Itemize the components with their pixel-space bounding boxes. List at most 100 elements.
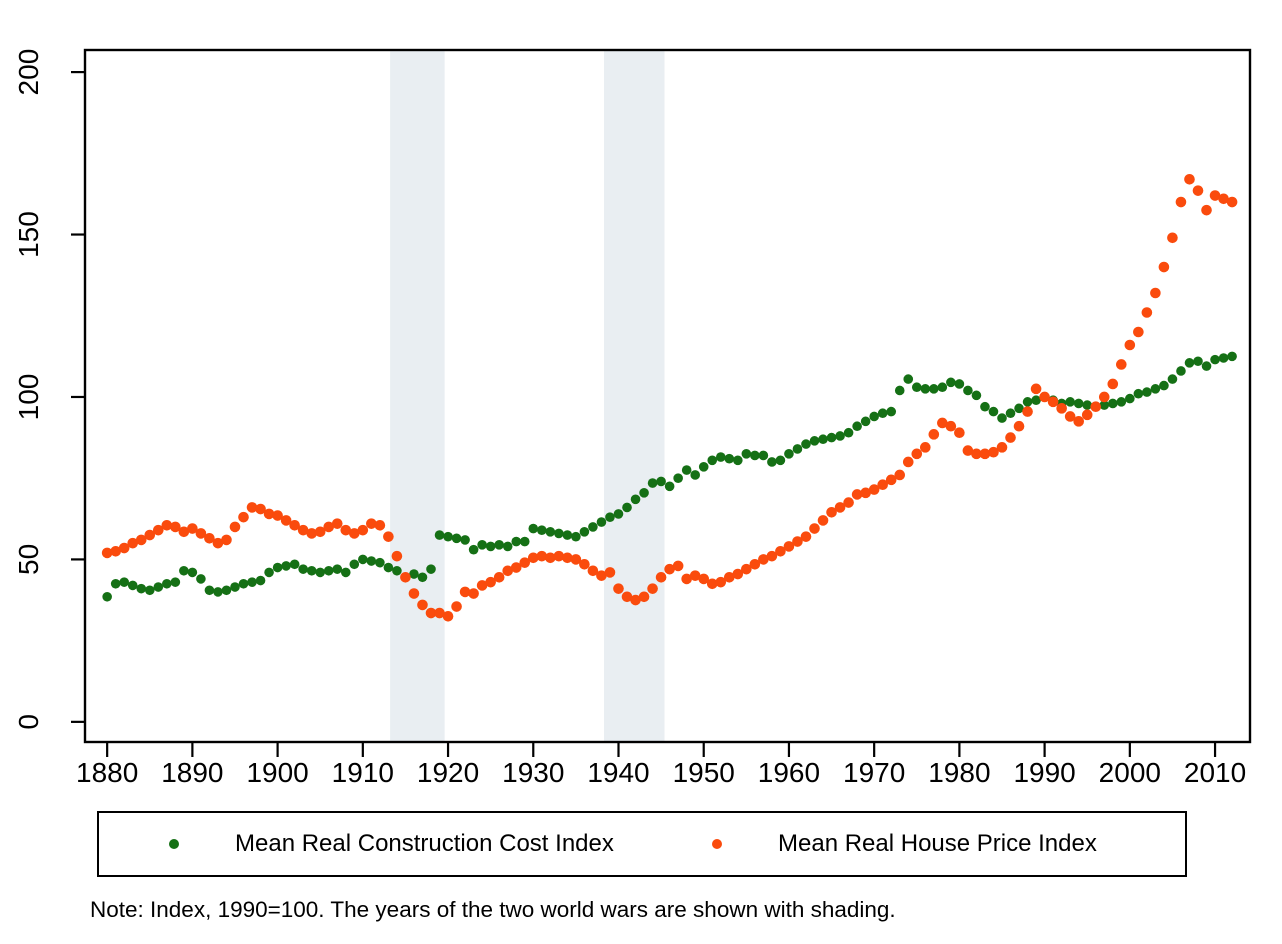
- x-tick-label: 1980: [928, 757, 990, 788]
- data-point: [332, 564, 343, 574]
- data-point: [1159, 380, 1169, 391]
- y-tick-label: 50: [13, 544, 44, 575]
- data-point: [255, 575, 266, 586]
- data-point: [1150, 384, 1161, 394]
- data-point: [733, 455, 743, 466]
- data-point: [886, 406, 897, 417]
- data-point: [1175, 196, 1187, 208]
- data-point: [723, 571, 735, 583]
- data-point: [119, 577, 130, 587]
- data-point: [1081, 409, 1093, 421]
- data-point: [655, 571, 667, 583]
- data-point: [1056, 403, 1067, 414]
- data-point: [1141, 307, 1153, 318]
- x-tick-label: 1880: [76, 757, 138, 788]
- data-point: [187, 523, 198, 534]
- data-point: [247, 577, 257, 587]
- x-tick-label: 1950: [673, 757, 735, 788]
- data-point: [1116, 397, 1127, 407]
- data-point: [835, 431, 845, 441]
- data-point: [331, 518, 343, 529]
- data-point: [732, 568, 744, 580]
- data-point: [860, 487, 871, 499]
- data-point: [238, 578, 249, 589]
- data-point: [1218, 353, 1229, 363]
- x-tick-label: 1990: [1013, 757, 1075, 788]
- data-point: [434, 607, 445, 619]
- data-point: [1124, 339, 1136, 351]
- data-point: [1047, 396, 1059, 408]
- data-point: [162, 578, 172, 589]
- data-point: [315, 567, 326, 578]
- data-point: [919, 442, 931, 453]
- data-point: [127, 580, 138, 591]
- data-point: [383, 531, 394, 542]
- data-point: [102, 591, 112, 602]
- data-point: [1218, 193, 1229, 205]
- data-point: [153, 582, 164, 592]
- data-point: [451, 533, 462, 544]
- data-point: [1090, 401, 1102, 413]
- y-tick-label: 150: [13, 211, 44, 258]
- data-point: [554, 528, 564, 539]
- data-point: [1227, 351, 1237, 362]
- data-point: [860, 416, 871, 427]
- data-point: [681, 573, 692, 585]
- data-point: [801, 439, 811, 449]
- data-point: [698, 573, 710, 585]
- data-point: [843, 427, 854, 438]
- data-point: [954, 379, 965, 389]
- data-point: [442, 610, 454, 622]
- data-point: [707, 455, 718, 466]
- data-point: [877, 479, 888, 490]
- x-tick-label: 1910: [332, 757, 394, 788]
- data-point: [536, 525, 547, 535]
- data-point: [1099, 400, 1110, 410]
- legend-box: Mean Real Construction Cost Index Mean R…: [97, 811, 1187, 877]
- data-point: [690, 470, 700, 480]
- data-point: [519, 536, 530, 547]
- data-point: [110, 578, 121, 589]
- data-point: [1107, 398, 1118, 409]
- data-point: [852, 421, 862, 432]
- data-point: [340, 567, 351, 578]
- data-point: [945, 420, 957, 432]
- data-point: [230, 582, 240, 592]
- data-point: [749, 558, 761, 570]
- data-point: [783, 541, 795, 552]
- data-point: [963, 385, 973, 396]
- data-point: [996, 442, 1008, 453]
- data-point: [613, 509, 624, 519]
- data-point: [357, 524, 369, 536]
- data-point: [596, 570, 607, 581]
- data-point: [988, 406, 999, 417]
- data-point: [195, 528, 207, 539]
- data-point: [562, 530, 573, 540]
- data-point: [656, 476, 666, 487]
- data-point: [1022, 397, 1033, 407]
- data-point: [409, 569, 419, 579]
- data-point: [928, 429, 940, 440]
- data-point: [553, 550, 565, 562]
- data-point: [527, 552, 539, 564]
- data-point: [613, 583, 624, 594]
- data-point: [1193, 356, 1203, 367]
- data-point: [212, 537, 224, 549]
- data-point: [417, 599, 428, 611]
- data-point: [1065, 397, 1075, 407]
- data-point: [306, 565, 317, 576]
- data-point: [605, 512, 615, 522]
- data-point: [477, 539, 487, 550]
- data-point: [263, 508, 275, 520]
- data-point: [135, 534, 147, 546]
- data-point: [161, 520, 173, 531]
- data-point: [323, 521, 335, 533]
- plot-border: [83, 48, 1252, 744]
- data-point: [281, 561, 291, 571]
- data-point: [485, 576, 496, 588]
- data-point: [885, 474, 897, 486]
- x-tick-label: 1900: [246, 757, 308, 788]
- x-tick-label: 1890: [161, 757, 223, 788]
- data-point: [323, 565, 334, 576]
- data-point: [229, 521, 241, 533]
